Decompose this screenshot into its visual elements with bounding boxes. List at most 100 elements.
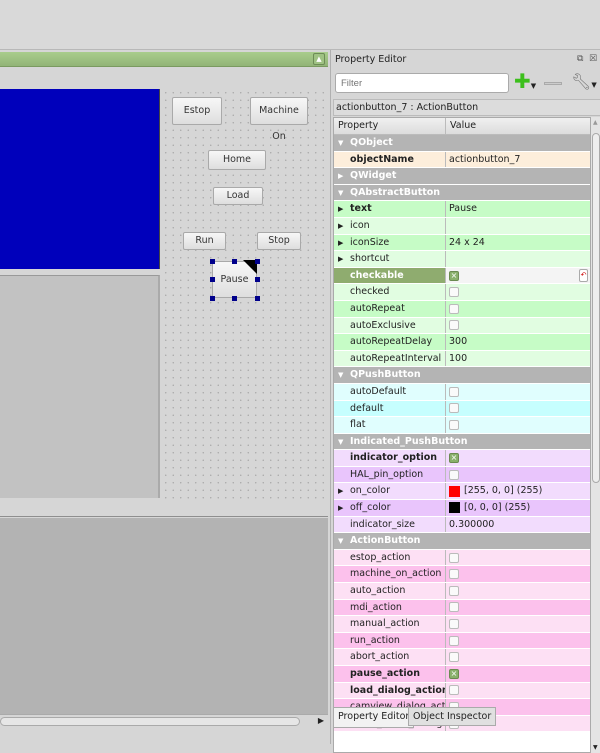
expanded-arrow-icon[interactable]: ▼ bbox=[338, 537, 344, 546]
machine-on-button[interactable]: Machine On bbox=[250, 97, 308, 142]
property-row-hal-pin-option[interactable]: HAL_pin_option bbox=[334, 466, 590, 484]
run-button[interactable]: Run bbox=[183, 232, 226, 250]
property-row-autoexclusive[interactable]: autoExclusive bbox=[334, 317, 590, 335]
property-row-machine-on-action[interactable]: machine_on_action bbox=[334, 566, 590, 584]
unchecked-checkbox[interactable] bbox=[449, 602, 459, 613]
resize-handle[interactable] bbox=[210, 259, 215, 264]
property-row-autorepeatinterval[interactable]: autoRepeatInterval 100 bbox=[334, 350, 590, 368]
column-header-property[interactable]: Property bbox=[334, 118, 446, 134]
property-row-default[interactable]: default bbox=[334, 400, 590, 418]
property-table[interactable]: Property Value ▼ QObject objectName actionb… bbox=[333, 117, 591, 753]
unchecked-checkbox[interactable] bbox=[449, 569, 459, 580]
unchecked-checkbox[interactable] bbox=[449, 619, 459, 630]
property-value[interactable]: 0.300000 bbox=[449, 518, 495, 530]
unchecked-checkbox[interactable] bbox=[449, 685, 459, 696]
home-button[interactable]: Home bbox=[208, 150, 266, 170]
scroll-down-icon[interactable]: ▼ bbox=[593, 744, 598, 751]
unchecked-checkbox[interactable] bbox=[449, 552, 459, 563]
estop-button[interactable]: Estop bbox=[172, 97, 222, 125]
expanded-arrow-icon[interactable]: ▼ bbox=[338, 139, 344, 147]
resize-handle[interactable] bbox=[255, 277, 260, 282]
collapsed-arrow-icon[interactable]: ▶ bbox=[338, 172, 344, 181]
property-value[interactable]: 24 x 24 bbox=[449, 236, 485, 248]
tab-object-inspector[interactable]: Object Inspector bbox=[408, 707, 497, 726]
resize-handle[interactable] bbox=[232, 259, 237, 264]
property-row-checked[interactable]: checked bbox=[334, 284, 590, 301]
scrollbar-thumb[interactable] bbox=[0, 717, 300, 726]
property-value[interactable]: 300 bbox=[449, 336, 468, 348]
remove-property-icon[interactable] bbox=[544, 82, 562, 85]
gray-widget[interactable] bbox=[0, 275, 160, 498]
load-button[interactable]: Load bbox=[213, 187, 263, 205]
blue-widget[interactable] bbox=[0, 89, 160, 269]
property-row-icon[interactable]: ▶ icon bbox=[334, 217, 590, 235]
property-value[interactable]: [255, 0, 0] (255) bbox=[464, 485, 543, 497]
resize-handle[interactable] bbox=[255, 259, 260, 264]
property-row-indicator-size[interactable]: indicator_size 0.300000 bbox=[334, 516, 590, 534]
property-group-qwidget[interactable]: ▶ QWidget bbox=[334, 168, 590, 185]
property-row-abort-action[interactable]: abort_action bbox=[334, 649, 590, 666]
resize-handle[interactable] bbox=[232, 296, 237, 301]
property-row-run-action[interactable]: run_action bbox=[334, 632, 590, 650]
collapsed-arrow-icon[interactable]: ▶ bbox=[338, 487, 344, 496]
collapsed-arrow-icon[interactable]: ▶ bbox=[338, 221, 344, 230]
resize-handle[interactable] bbox=[255, 296, 260, 301]
property-group-actionbutton[interactable]: ▼ ActionButton bbox=[334, 533, 590, 550]
expanded-arrow-icon[interactable]: ▼ bbox=[338, 437, 344, 446]
checked-checkbox[interactable]: × bbox=[449, 453, 459, 464]
property-row-flat[interactable]: flat bbox=[334, 417, 590, 434]
property-group-qabstractbutton[interactable]: ▼ QAbstractButton bbox=[334, 184, 590, 202]
unchecked-checkbox[interactable] bbox=[449, 635, 459, 646]
add-property-icon[interactable]: ✚▼ bbox=[514, 69, 537, 93]
float-icon[interactable]: ▲ bbox=[313, 53, 325, 65]
property-row-estop-action[interactable]: estop_action bbox=[334, 549, 590, 567]
checked-checkbox[interactable]: × bbox=[449, 270, 459, 281]
property-row-pause-action[interactable]: pause_action × bbox=[334, 666, 590, 683]
property-value[interactable]: actionbutton_7 bbox=[449, 153, 521, 165]
property-row-text[interactable]: ▶ text Pause bbox=[334, 201, 590, 218]
collapsed-arrow-icon[interactable]: ▶ bbox=[338, 504, 344, 513]
stop-button[interactable]: Stop bbox=[257, 232, 301, 250]
configure-wrench-icon[interactable]: 🔧︎▼ bbox=[571, 72, 597, 91]
unchecked-checkbox[interactable] bbox=[449, 419, 459, 430]
unchecked-checkbox[interactable] bbox=[449, 469, 459, 480]
collapsed-arrow-icon[interactable]: ▶ bbox=[338, 205, 344, 214]
resize-handle[interactable] bbox=[210, 296, 215, 301]
unchecked-checkbox[interactable] bbox=[449, 386, 459, 397]
property-row-load-dialog-action[interactable]: load_dialog_action bbox=[334, 682, 590, 700]
property-row-mdi-action[interactable]: mdi_action bbox=[334, 599, 590, 617]
property-row-off-color[interactable]: ▶ off_color [0, 0, 0] (255) bbox=[334, 500, 590, 517]
property-row-autodefault[interactable]: autoDefault bbox=[334, 383, 590, 401]
property-group-qpushbutton[interactable]: ▼ QPushButton bbox=[334, 367, 590, 384]
scroll-right-icon[interactable]: ▶ bbox=[317, 716, 324, 725]
resize-handle[interactable] bbox=[210, 277, 215, 282]
property-row-indicator-option[interactable]: indicator_option × bbox=[334, 450, 590, 467]
property-row-iconsize[interactable]: ▶ iconSize 24 x 24 bbox=[334, 234, 590, 252]
property-row-autorepeatdelay[interactable]: autoRepeatDelay 300 bbox=[334, 334, 590, 351]
scrollbar-thumb[interactable] bbox=[592, 133, 600, 483]
unchecked-checkbox[interactable] bbox=[449, 303, 459, 314]
collapsed-arrow-icon[interactable]: ▶ bbox=[338, 238, 344, 247]
reset-property-icon[interactable]: ↶ bbox=[579, 268, 588, 282]
property-value[interactable]: 100 bbox=[449, 352, 468, 364]
expanded-arrow-icon[interactable]: ▼ bbox=[338, 188, 344, 197]
close-panel-icon[interactable]: ☒ bbox=[589, 54, 598, 64]
property-value[interactable]: [0, 0, 0] (255) bbox=[464, 502, 531, 514]
property-row-shortcut[interactable]: ▶ shortcut bbox=[334, 251, 590, 268]
unchecked-checkbox[interactable] bbox=[449, 652, 459, 663]
scroll-up-icon[interactable]: ▲ bbox=[593, 119, 598, 126]
property-row-autorepeat[interactable]: autoRepeat bbox=[334, 300, 590, 318]
unchecked-checkbox[interactable] bbox=[449, 287, 459, 298]
property-row-auto-action[interactable]: auto_action bbox=[334, 583, 590, 600]
tab-property-editor[interactable]: Property Editor bbox=[333, 707, 415, 728]
property-row-checkable[interactable]: checkable × ↶ bbox=[334, 267, 590, 285]
unchecked-checkbox[interactable] bbox=[449, 585, 459, 596]
property-value[interactable]: Pause bbox=[449, 203, 477, 215]
unchecked-checkbox[interactable] bbox=[449, 320, 459, 331]
expanded-arrow-icon[interactable]: ▼ bbox=[338, 371, 344, 380]
property-row-manual-action[interactable]: manual_action bbox=[334, 616, 590, 633]
horizontal-scrollbar[interactable]: ▶ bbox=[0, 714, 328, 728]
column-header-value[interactable]: Value bbox=[450, 120, 477, 131]
unchecked-checkbox[interactable] bbox=[449, 403, 459, 414]
float-panel-icon[interactable]: ⧉ bbox=[577, 54, 584, 64]
